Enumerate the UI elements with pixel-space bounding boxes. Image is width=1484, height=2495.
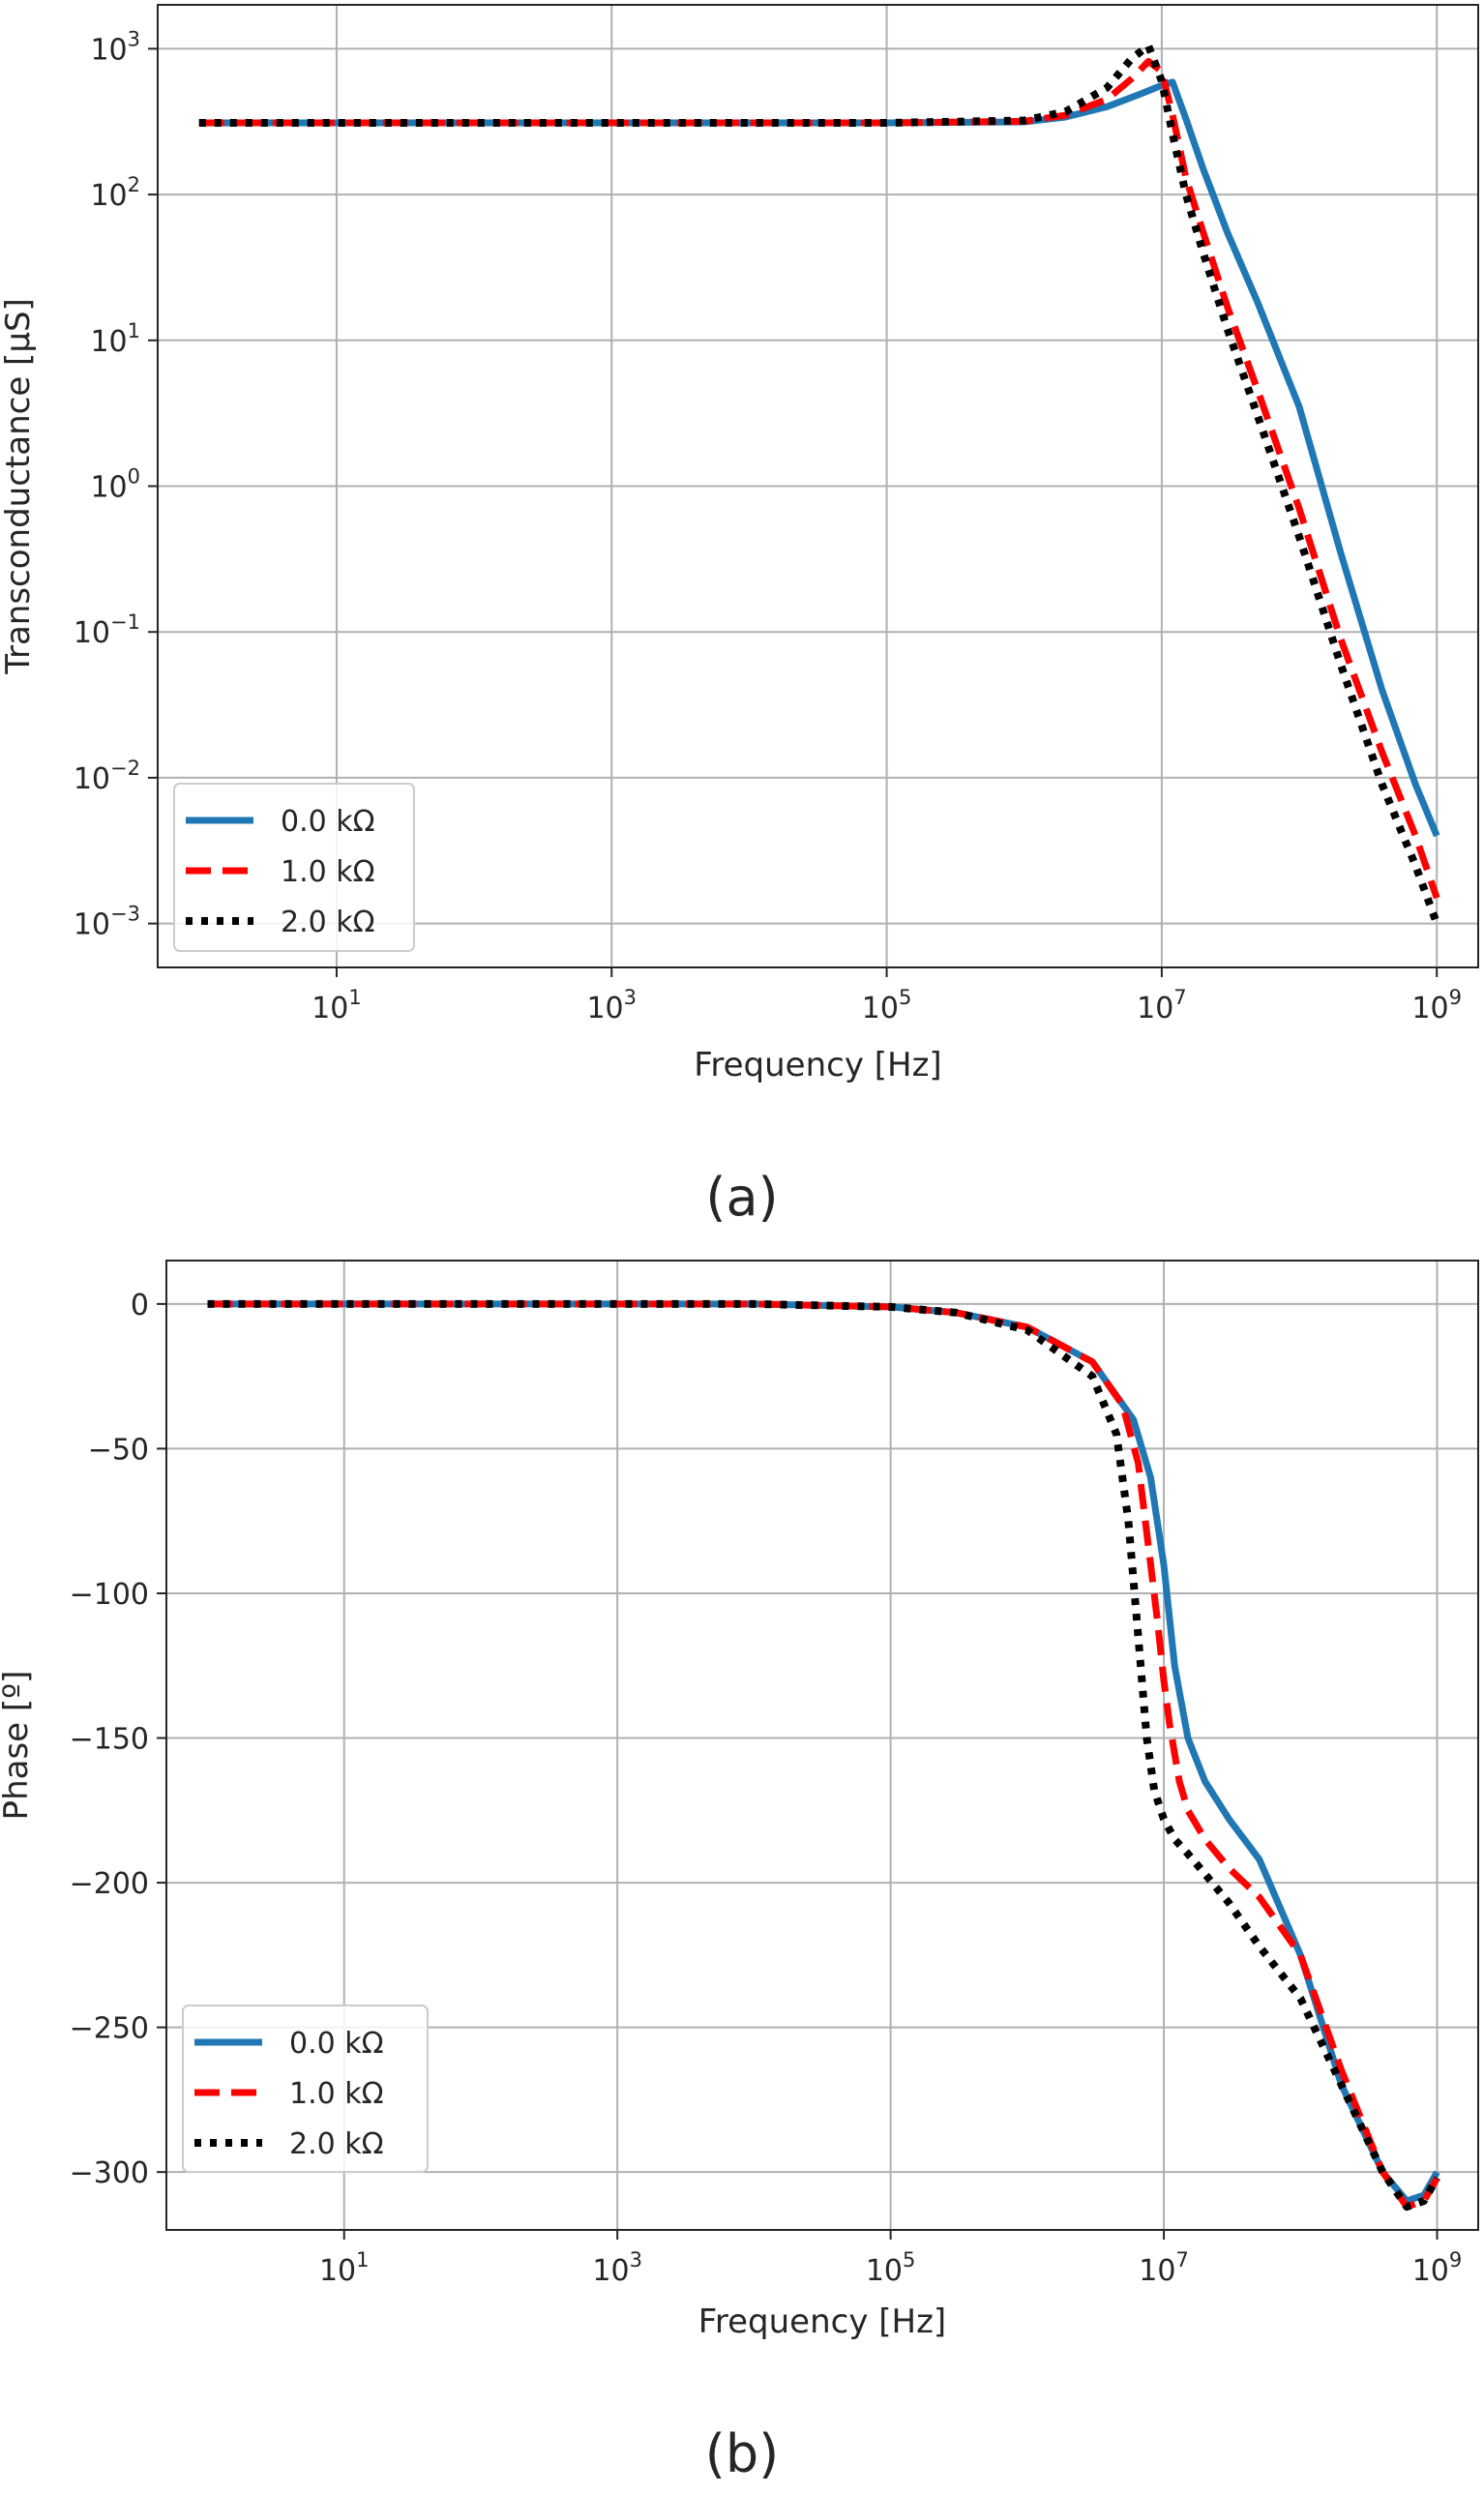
y-tick-label-a: 100 <box>90 465 140 505</box>
legend-box-b <box>182 2005 429 2173</box>
x-tick-label-b: 105 <box>866 2248 916 2288</box>
legend-b: 0.0 kΩ 1.0 kΩ 2.0 kΩ <box>182 2005 429 2173</box>
series-line-b-2 <box>207 1299 1440 2212</box>
legend-label-a-0: 0.0 kΩ <box>281 805 375 839</box>
legend-label-a-2: 2.0 kΩ <box>281 906 375 939</box>
x-tick-label-b: 101 <box>319 2248 370 2288</box>
y-tick-label-a: 102 <box>90 173 140 213</box>
series-line-a-1 <box>198 57 1440 900</box>
caption-a: (a) <box>705 1167 778 1228</box>
legend-label-b-1: 1.0 kΩ <box>289 2077 384 2111</box>
plot-frame-b <box>165 1260 1479 2231</box>
y-tick-label-a: 103 <box>90 27 140 67</box>
y-tick-label-b: −250 <box>70 2012 149 2046</box>
legend-label-b-0: 0.0 kΩ <box>289 2027 384 2061</box>
x-tick-label-a: 109 <box>1411 986 1462 1025</box>
x-axis-label-b: Frequency [Hz] <box>698 2302 946 2341</box>
series-a <box>198 42 1440 925</box>
x-tick-label-a: 103 <box>586 986 637 1025</box>
caption-b: (b) <box>705 2423 779 2484</box>
x-axis-label-a: Frequency [Hz] <box>694 1046 941 1084</box>
ticks-b: 101 103 105 107 109 0 −50 −100 −150 −200 −250 −300 <box>70 1289 1463 2288</box>
legend-label-a-1: 1.0 kΩ <box>281 855 375 889</box>
y-tick-label-b: −100 <box>70 1578 149 1612</box>
legend-label-b-2: 2.0 kΩ <box>289 2127 384 2161</box>
y-tick-label-a: 101 <box>90 319 140 359</box>
panel-b-phase: 101 103 105 107 1090−50−100−150−200−250−300 … <box>0 1260 1479 2484</box>
y-axis-label-b: Phase [º] <box>0 1671 36 1821</box>
x-tick-label-a: 101 <box>312 986 362 1025</box>
y-tick-label-b: 0 <box>131 1289 149 1322</box>
y-axis-label-a: Transconductance [µS] <box>0 298 38 675</box>
y-tick-label-a: 10−3 <box>74 903 140 942</box>
series-b <box>207 1299 1440 2212</box>
x-tick-label-b: 107 <box>1139 2248 1189 2288</box>
y-tick-label-b: −150 <box>70 1723 149 1757</box>
x-tick-label-b: 109 <box>1412 2248 1463 2288</box>
series-line-b-1 <box>207 1300 1440 2211</box>
y-tick-label-b: −300 <box>70 2156 149 2190</box>
panel-a-transconductance: 101 103 105 107 10910−310−210−1100101102103 … <box>0 4 1479 1228</box>
ticks-a: 101 103 105 107 109 10−3 10−2 10−1 100 101 102 103 <box>74 27 1462 1025</box>
y-tick-label-a: 10−2 <box>74 757 140 796</box>
x-tick-label-b: 103 <box>592 2248 642 2288</box>
x-tick-label-a: 107 <box>1137 986 1187 1025</box>
y-tick-label-b: −200 <box>70 1867 149 1901</box>
series-line-a-2 <box>198 42 1440 925</box>
x-tick-label-a: 105 <box>862 986 912 1025</box>
y-tick-label-b: −50 <box>88 1433 149 1467</box>
legend-box-a <box>173 783 415 952</box>
y-tick-label-a: 10−1 <box>74 610 140 650</box>
legend-a: 0.0 kΩ 1.0 kΩ 2.0 kΩ <box>173 783 415 952</box>
